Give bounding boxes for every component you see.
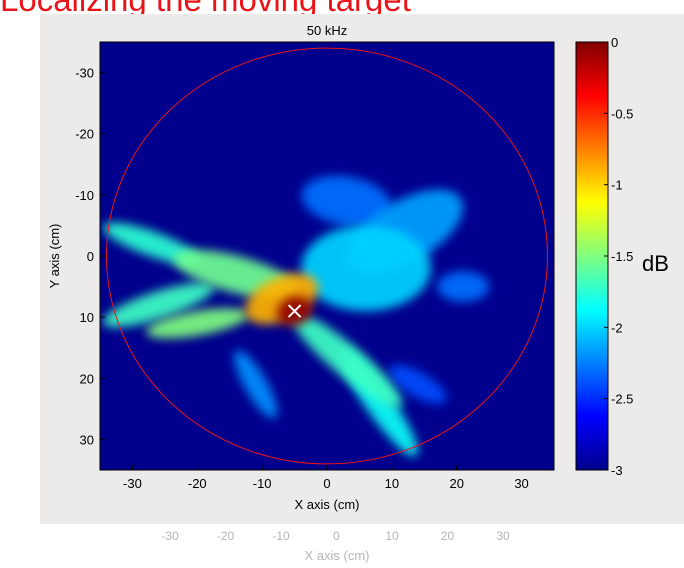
colorbar-tick-label: 0 [611, 35, 618, 50]
intensity-blob [301, 175, 392, 227]
x-tick-label: 30 [514, 476, 528, 491]
colorbar-tick-label: -1.5 [611, 249, 633, 264]
intensity-blob [389, 365, 447, 404]
y-tick-label: -30 [75, 66, 94, 81]
ghost-x-axis-label: X axis (cm) [304, 548, 370, 563]
chart-title: 50 kHz [307, 23, 347, 38]
figure-panel: 50 kHz -30 -20 -10 0 10 20 30 -30 -20 -10 0 10 20 30… [40, 14, 684, 524]
colorbar-tick-label: -0.5 [611, 106, 633, 121]
x-tick-label: -10 [253, 476, 272, 491]
ghost-x-tick-label: 0 [333, 529, 340, 543]
x-tick-label: 20 [449, 476, 463, 491]
y-axis-label: Y axis (cm) [47, 224, 62, 289]
y-tick-label: -20 [75, 127, 94, 142]
ghost-x-tick-label: 10 [385, 529, 399, 543]
x-tick-label: 10 [385, 476, 399, 491]
colorbar-tick-label: -2.5 [611, 392, 633, 407]
intensity-blob [437, 271, 490, 302]
y-tick-label: 10 [80, 310, 94, 325]
intensity-blob [301, 225, 431, 312]
intensity-layer [102, 175, 490, 457]
colorbar [575, 41, 609, 471]
ghost-x-tick-label: 30 [496, 529, 510, 543]
ghost-x-tick-label: -10 [272, 529, 290, 543]
y-tick-label: 0 [87, 249, 94, 264]
y-tick-label: 20 [80, 371, 94, 386]
y-axis: -30 -20 -10 0 10 20 30 [75, 66, 105, 447]
x-tick-label: 0 [323, 476, 330, 491]
slide-title: Localizing the moving target [0, 0, 560, 16]
colorbar-unit-label: dB [642, 251, 669, 276]
colorbar-tick-label: -1 [611, 178, 623, 193]
intensity-blob [146, 308, 249, 339]
ghost-x-tick-label: -30 [161, 529, 179, 543]
colorbar-tick-label: -3 [611, 463, 623, 478]
intensity-blob [233, 350, 278, 419]
array-boundary-circle [105, 47, 549, 465]
heatmap-chart: 50 kHz -30 -20 -10 0 10 20 30 -30-20-100102030… [47, 23, 633, 512]
y-tick-label: -10 [75, 188, 94, 203]
x-tick-label: -20 [188, 476, 207, 491]
intensity-blob [102, 282, 215, 328]
x-axis-label: X axis (cm) [295, 497, 360, 512]
colorbar-tick-label: -2 [611, 320, 623, 335]
x-tick-label: -30 [123, 476, 142, 491]
x-axis: -30 -20 -10 0 10 20 30 [123, 465, 529, 491]
y-tick-label: 30 [80, 432, 94, 447]
intensity-blob [290, 312, 402, 408]
ghost-x-tick-label: -20 [216, 529, 235, 543]
ghost-x-tick-label: 20 [440, 529, 455, 543]
target-marker [287, 304, 302, 318]
colorbar-axis: 0 -0.5 -1 -1.5 -2 -2.5 -3 [604, 35, 633, 478]
